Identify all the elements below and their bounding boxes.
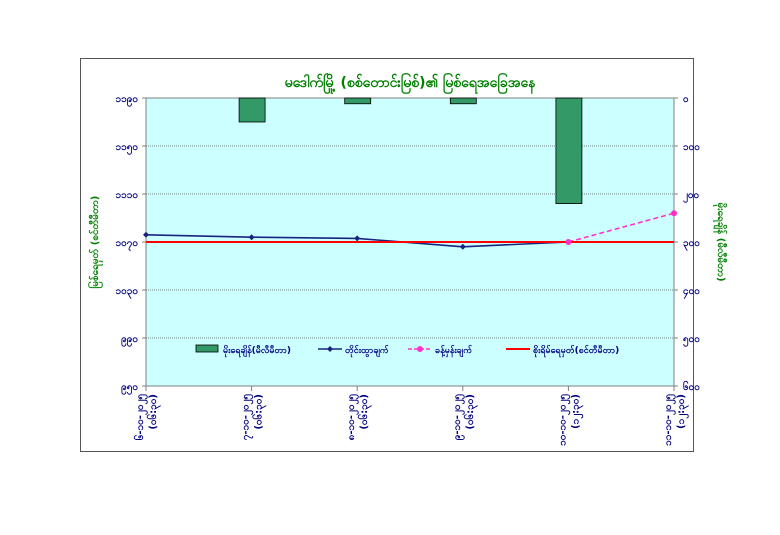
- left-tick-label: ၉၅၀: [121, 382, 138, 396]
- x-tick-time: (၀၆:၃၀): [146, 394, 162, 430]
- left-tick-label: ၁၁၉၀: [116, 94, 139, 108]
- rainfall-bar: [555, 97, 583, 204]
- x-tick-date: ၉-၁၀-၂၀၂၅: [452, 394, 466, 440]
- legend-item: ခန့်မှန်းချက်: [408, 345, 473, 358]
- right-tick-label: ၀: [683, 94, 689, 105]
- observed-point: [354, 235, 361, 242]
- right-axis-label: မိုးရေချိန် (မီလီမီတာ): [712, 202, 728, 281]
- right-tick-label: ၃၀၀: [683, 238, 700, 252]
- x-tick-time: (၁၂:၃၀): [676, 394, 690, 429]
- right-tick-label: ၁၀၀: [683, 142, 700, 153]
- x-tick-time: (၀၆:၃၀): [357, 394, 373, 430]
- legend-swatch-bar: [195, 344, 219, 353]
- rainfall-bar: [344, 97, 372, 105]
- x-tick-time: (၀၆:၃၀): [252, 394, 268, 430]
- observed-point: [459, 243, 466, 250]
- legend-swatch-point: [327, 346, 333, 352]
- legend-item: စိုးရိမ်ရေမှတ်(စင်တီမီတာ): [506, 345, 619, 358]
- left-tick-label: ၁၁၅၀: [116, 142, 139, 156]
- x-tick-label: ၁၀-၁၀-၂၀၂၅ (၁၂:၃၀): [557, 394, 584, 446]
- right-tick-label: ၂၀၀: [683, 190, 699, 204]
- x-tick-date: ၈-၁၀-၂၀၂၅: [346, 394, 360, 440]
- x-tick-label: ၉-၁၀-၂၀၂၅ (၀၆:၃၀): [452, 394, 479, 440]
- rainfall-bar: [449, 97, 477, 105]
- left-tick-label: ၁၁၁၀: [116, 190, 139, 201]
- chart-title: မဒေါက်မြို့ (စစ်တောင်းမြစ်)၏ မြစ်ရေအခြေအ…: [285, 73, 537, 94]
- line-points: [143, 210, 677, 250]
- forecast-point: [565, 239, 572, 245]
- x-tick-time: (၀၆:၃၀): [463, 394, 479, 430]
- legend-label: တိုင်းထွာချက်: [345, 345, 389, 358]
- x-tick-label: ၁၁-၁၀-၂၀၂၅ (၁၂:၃၀): [663, 394, 690, 446]
- left-axis-label: မြစ်ရေမှတ် (စင်တီမီတာ): [87, 196, 104, 289]
- observed-point: [248, 234, 255, 241]
- right-tick-label: ၅၀၀: [683, 334, 700, 348]
- x-tick-time: (၁၂:၃၀): [570, 394, 584, 429]
- bar-series: [238, 97, 583, 204]
- forecast-line: [568, 212, 675, 243]
- x-tick-date: ၁၁-၁၀-၂၀၂၅: [663, 394, 677, 446]
- left-tick-label: ၉၉၀: [121, 334, 138, 348]
- x-tick-date: ၁၀-၁၀-၂၀၂၅: [557, 394, 571, 446]
- left-tick-label: ၁၀၇၀: [116, 238, 139, 252]
- legend-label: မိုးရေချိန်(မီလီမီတာ): [223, 345, 291, 358]
- observed-point: [143, 231, 149, 238]
- legend: မိုးရေချိန်(မီလီမီတာ) တိုင်းထွာချက် ခန့်မှ…: [195, 344, 619, 358]
- legend-item: တိုင်းထွာချက်: [318, 345, 389, 358]
- right-tick-label: ၆၀၀: [683, 380, 700, 393]
- x-tick-date: ၇-၁၀-၂၀၂၅: [241, 394, 255, 441]
- rainfall-bar: [238, 97, 266, 123]
- left-tick-label: ၁၀၃၀: [116, 286, 139, 300]
- x-tick-label: ၈-၁၀-၂၀၂၅ (၀၆:၃၀): [346, 394, 373, 440]
- x-tick-date: ၆-၁၀-၂၀၂၅: [133, 394, 149, 440]
- right-tick-label: ၄၀၀: [683, 286, 700, 300]
- x-tick-label: ၆-၁၀-၂၀၂၅ (၀၆:၃၀): [133, 394, 162, 440]
- x-tick-label: ၇-၁၀-၂၀၂၅ (၀၆:၃၀): [241, 394, 268, 441]
- forecast-point: [671, 210, 677, 217]
- legend-label: ခန့်မှန်းချက်: [435, 345, 473, 358]
- legend-label: စိုးရိမ်ရေမှတ်(စင်တီမီတာ): [533, 345, 619, 358]
- legend-item: မိုးရေချိန်(မီလီမီတာ): [195, 344, 291, 358]
- legend-swatch-point: [417, 346, 423, 352]
